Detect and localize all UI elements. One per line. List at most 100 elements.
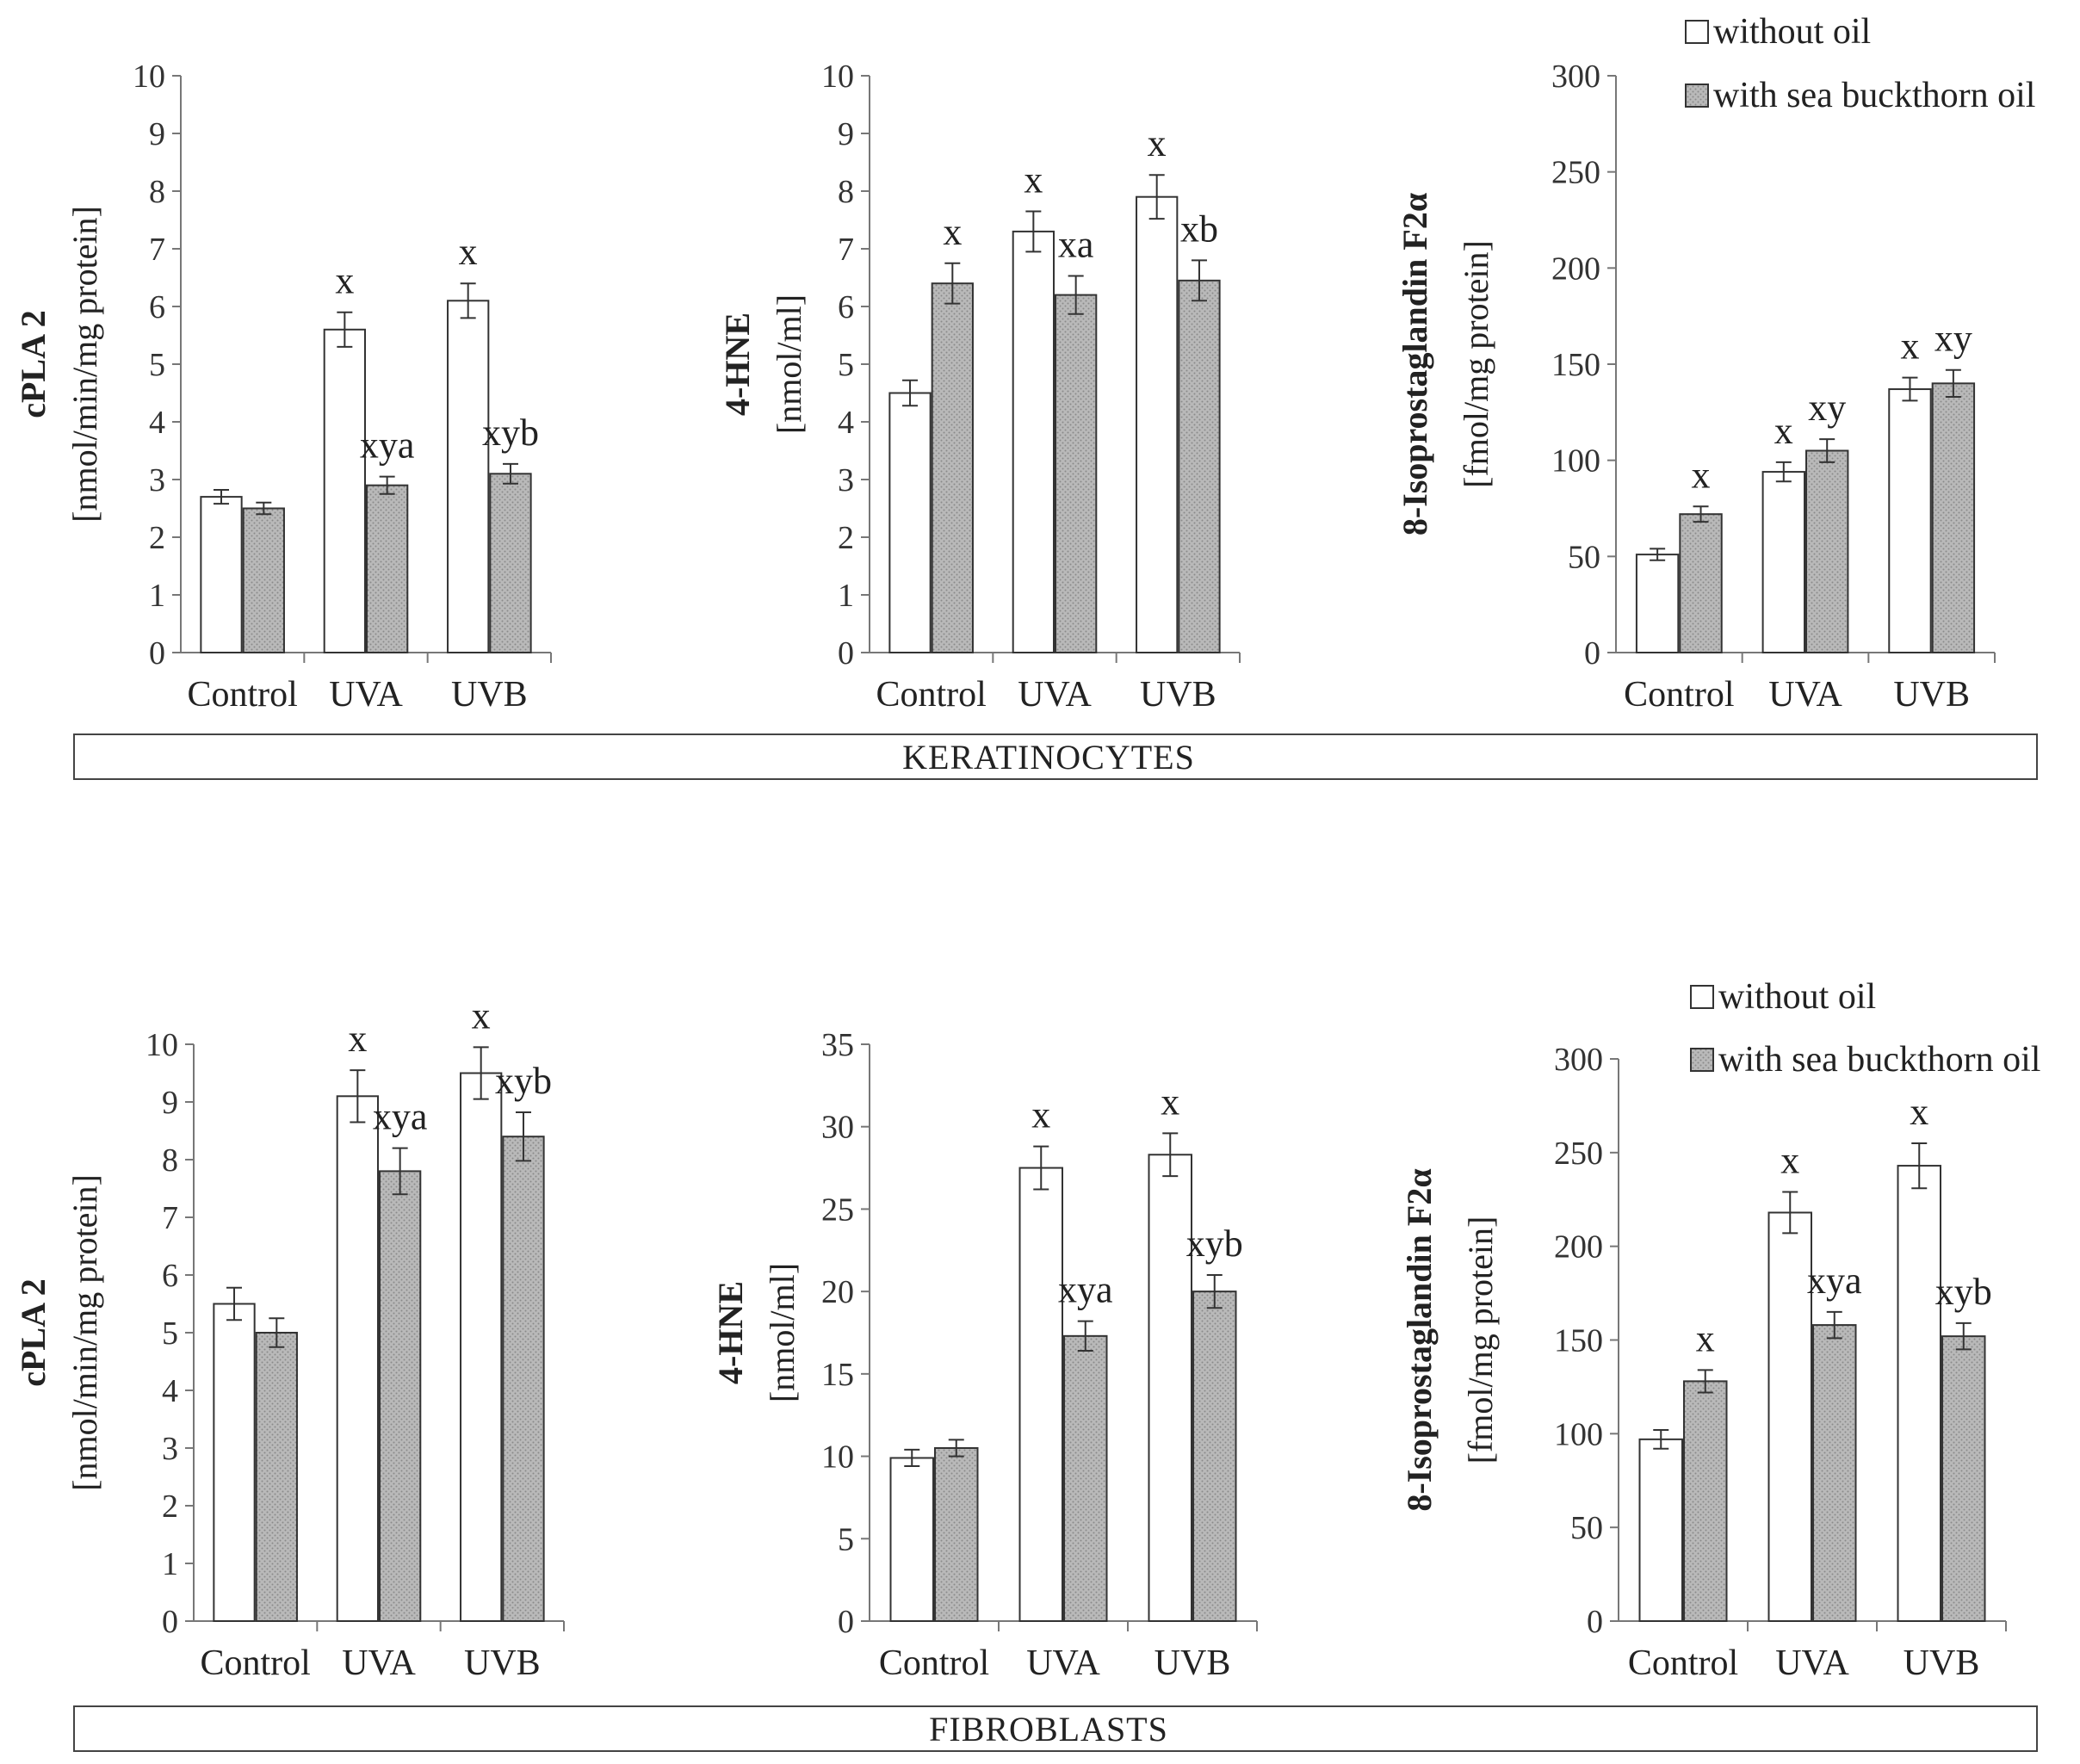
bar-without-oil bbox=[1635, 554, 1680, 653]
bar-with-oil bbox=[1931, 382, 1976, 653]
bar-without-oil bbox=[1897, 1165, 1941, 1622]
y-tick-label: 50 bbox=[1570, 1510, 1603, 1546]
section-keratinocytes: KERATINOCYTES bbox=[73, 733, 2038, 780]
y-tick-label: 1 bbox=[149, 578, 165, 614]
significance-label: x bbox=[1696, 1317, 1715, 1359]
y-tick-label: 150 bbox=[1554, 1323, 1603, 1359]
y-tick-label: 100 bbox=[1551, 443, 1600, 480]
significance-label: xya bbox=[1058, 1269, 1113, 1311]
bar-with-oil bbox=[1063, 1334, 1108, 1623]
y-tick-label: 9 bbox=[149, 116, 165, 152]
chart-fibroblasts-isoprostaglandin: 0 50 100 150 200 250 300 Control x UVA x xya UVB x xyb… bbox=[1400, 1042, 2007, 1683]
y-axis-title: 8-Isoprostaglandin F2α bbox=[1400, 1168, 1439, 1511]
significance-label: xya bbox=[360, 424, 415, 467]
bar-without-oil bbox=[1761, 471, 1805, 653]
y-axis-unit: [fmol/mg protein] bbox=[1461, 1216, 1500, 1464]
y-tick-label: 200 bbox=[1554, 1229, 1603, 1266]
x-tick-label: Control bbox=[1624, 675, 1734, 715]
bar-with-oil bbox=[934, 1447, 979, 1622]
y-tick-label: 7 bbox=[149, 232, 165, 268]
significance-label: xyb bbox=[482, 412, 539, 454]
y-tick-label: 5 bbox=[838, 347, 854, 383]
x-tick-label: UVA bbox=[1768, 675, 1842, 715]
y-tick-label: 0 bbox=[149, 635, 165, 672]
bar-with-oil bbox=[931, 282, 974, 653]
significance-label: x bbox=[1148, 122, 1167, 164]
x-tick-label: UVB bbox=[1893, 675, 1970, 715]
x-tick-label: UVA bbox=[1026, 1643, 1100, 1683]
y-axis-title: cPLA 2 bbox=[14, 310, 53, 418]
y-tick-label: 25 bbox=[821, 1191, 854, 1228]
significance-label: x bbox=[472, 994, 491, 1037]
y-tick-label: 3 bbox=[149, 462, 165, 498]
y-tick-label: 150 bbox=[1551, 347, 1600, 383]
y-tick-label: 100 bbox=[1554, 1416, 1603, 1452]
y-tick-label: 5 bbox=[149, 347, 165, 383]
y-tick-label: 0 bbox=[1587, 1604, 1603, 1640]
y-axis-title: 8-Isoprostaglandin F2α bbox=[1396, 193, 1434, 535]
significance-label: x bbox=[1910, 1091, 1928, 1133]
x-tick-label: UVA bbox=[329, 675, 403, 715]
y-tick-label: 5 bbox=[162, 1315, 178, 1352]
y-tick-label: 20 bbox=[821, 1274, 854, 1310]
y-tick-label: 10 bbox=[821, 59, 854, 95]
bar-with-oil bbox=[1192, 1291, 1237, 1622]
x-tick-label: UVB bbox=[451, 675, 528, 715]
y-tick-label: 6 bbox=[838, 289, 854, 325]
legend-label-without-oil: without oil bbox=[1713, 12, 1871, 52]
bar-with-oil bbox=[489, 473, 532, 653]
y-tick-label: 10 bbox=[145, 1027, 178, 1063]
significance-label: x bbox=[459, 231, 478, 273]
significance-label: xyb bbox=[495, 1060, 552, 1102]
section-label: FIBROBLASTS bbox=[929, 1710, 1168, 1749]
y-tick-label: 4 bbox=[149, 405, 165, 441]
y-tick-label: 9 bbox=[162, 1085, 178, 1121]
y-tick-label: 3 bbox=[838, 462, 854, 498]
y-tick-label: 30 bbox=[821, 1110, 854, 1146]
y-tick-label: 3 bbox=[162, 1431, 178, 1467]
y-axis-unit: [fmol/mg protein] bbox=[1457, 240, 1495, 488]
y-tick-label: 1 bbox=[162, 1546, 178, 1582]
y-tick-label: 0 bbox=[1584, 635, 1600, 672]
y-axis-title: cPLA 2 bbox=[14, 1278, 53, 1387]
legend-swatch-without-oil bbox=[1690, 985, 1714, 1009]
y-tick-label: 6 bbox=[162, 1258, 178, 1294]
bar-with-oil bbox=[255, 1332, 298, 1622]
legend-swatch-with-oil bbox=[1690, 1048, 1714, 1072]
section-fibroblasts: FIBROBLASTS bbox=[73, 1705, 2038, 1752]
y-tick-label: 35 bbox=[821, 1027, 854, 1063]
y-axis-unit: [nmol/ml] bbox=[763, 1263, 802, 1402]
x-tick-label: UVB bbox=[464, 1643, 541, 1683]
y-tick-label: 7 bbox=[162, 1200, 178, 1236]
bar-without-oil bbox=[1018, 1167, 1063, 1622]
bar-without-oil bbox=[200, 496, 243, 653]
x-tick-label: Control bbox=[200, 1643, 310, 1683]
x-tick-label: Control bbox=[879, 1643, 989, 1683]
bar-without-oil bbox=[1136, 195, 1179, 653]
y-tick-label: 300 bbox=[1551, 59, 1600, 95]
bar-with-oil bbox=[1812, 1324, 1857, 1622]
y-tick-label: 300 bbox=[1554, 1042, 1603, 1078]
section-box bbox=[73, 1705, 2038, 1752]
y-tick-label: 250 bbox=[1554, 1136, 1603, 1172]
significance-label: x bbox=[943, 211, 962, 253]
x-tick-label: Control bbox=[876, 675, 986, 715]
bar-with-oil bbox=[1679, 513, 1723, 654]
y-axis-unit: [nmol/min/mg protein] bbox=[65, 206, 104, 523]
y-tick-label: 8 bbox=[149, 174, 165, 210]
legend-swatch-without-oil bbox=[1685, 20, 1709, 44]
significance-label: x bbox=[335, 260, 354, 302]
y-tick-label: 200 bbox=[1551, 251, 1600, 287]
significance-label: x bbox=[1774, 410, 1793, 452]
bar-with-oil bbox=[1941, 1335, 1986, 1622]
y-tick-label: 2 bbox=[838, 520, 854, 556]
x-tick-label: UVA bbox=[1775, 1643, 1849, 1683]
bar-without-oil bbox=[1012, 230, 1055, 653]
bar-with-oil bbox=[379, 1170, 422, 1622]
significance-label: x bbox=[1780, 1140, 1799, 1182]
bar-without-oil bbox=[447, 300, 490, 653]
bar-with-oil bbox=[242, 507, 285, 653]
